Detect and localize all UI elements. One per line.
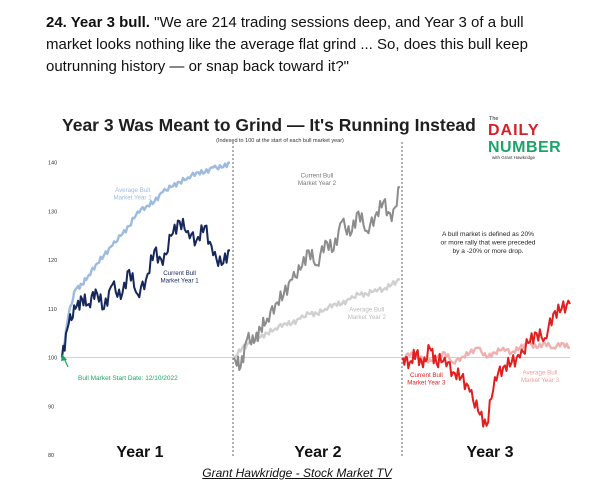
series-line-avg3	[402, 340, 571, 365]
y-axis: 140 130 120 110 100 90 80	[48, 161, 57, 459]
series-line-cur1	[61, 217, 230, 358]
series-line-cur2	[233, 186, 401, 372]
y-tick-label: 130	[48, 209, 57, 215]
series-label-cur2: Current Bull Market Year 2	[298, 172, 337, 187]
y-tick-label: 90	[48, 404, 54, 410]
definition-note-text: A bull market is defined as 20% or more r…	[441, 231, 536, 255]
logo-tagline: with Grant Hawkridge	[492, 155, 536, 160]
panel-label-year3: Year 3	[466, 444, 513, 461]
panel-label-year2: Year 2	[294, 444, 341, 461]
series-line-cur3	[402, 299, 571, 428]
series-lines	[60, 161, 571, 428]
item-number-title: 24. Year 3 bull.	[46, 14, 150, 31]
intro-paragraph: 24. Year 3 bull. "We are 214 trading ses…	[46, 12, 566, 78]
series-label-cur1: Current Bull Market Year 1	[161, 270, 200, 285]
series-label-cur3: Current Bull Market Year 3	[407, 372, 446, 387]
series-line-avg2	[233, 277, 401, 359]
panel-label-year1: Year 1	[116, 444, 163, 461]
series-label-avg3: Average Bull Market Year 3	[521, 370, 560, 385]
start-date-label: Bull Market Start Date: 12/10/2022	[78, 375, 178, 382]
y-tick-label: 80	[48, 453, 54, 459]
year3-bull-chart: Year 3 Was Meant to Grind — It's Running…	[48, 115, 571, 461]
daily-number-logo: The DAILY NUMBER with Grant Hawkridge	[488, 116, 561, 160]
logo-word-daily: DAILY	[488, 122, 540, 139]
series-line-avg1	[60, 161, 230, 358]
y-tick-label: 120	[48, 258, 57, 264]
logo-word-number: NUMBER	[488, 139, 561, 156]
logo-small-text: The	[489, 116, 498, 122]
y-tick-label: 110	[48, 307, 57, 313]
series-labels: Average Bull Market Year 1 Current Bull Mar…	[113, 172, 559, 386]
y-tick-label: 140	[48, 161, 57, 167]
series-label-avg2: Average Bull Market Year 2	[348, 306, 387, 321]
image-caption[interactable]: Grant Hawkridge - Stock Market TV	[202, 466, 392, 480]
definition-note: A bull market is defined as 20% or more r…	[441, 231, 536, 255]
intro-quote: "We are 214 trading sessions deep, and Y…	[46, 14, 528, 75]
y-tick-label: 100	[48, 356, 57, 362]
chart-subtitle: (Indexed to 100 at the start of each bul…	[216, 138, 344, 144]
start-annotation: Bull Market Start Date: 12/10/2022	[61, 354, 178, 382]
series-label-avg1: Average Bull Market Year 1	[113, 187, 152, 202]
chart-title: Year 3 Was Meant to Grind — It's Running…	[62, 115, 476, 135]
